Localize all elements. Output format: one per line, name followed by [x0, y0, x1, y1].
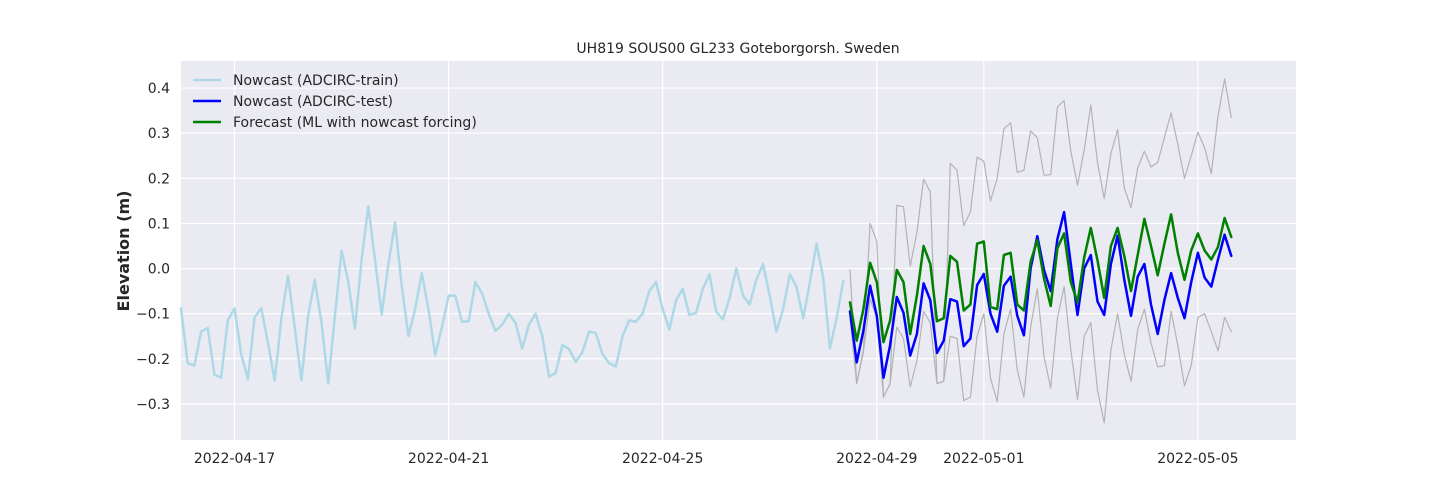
x-tick-label-0: 2022-04-17 [194, 451, 275, 467]
series-line-4 [848, 213, 1233, 344]
y-tick-label-3: 0.0 [148, 262, 170, 278]
y-axis: −0.3 −0.2 −0.1 0.0 0.1 0.2 0.3 0.4 [136, 81, 170, 413]
series-line-1 [849, 78, 1232, 398]
legend: Nowcast (ADCIRC-train) Nowcast (ADCIRC-te… [193, 73, 477, 131]
y-tick-label-2: −0.1 [136, 307, 170, 323]
series-line-0 [179, 205, 845, 385]
y-tick-label-7: 0.4 [148, 81, 170, 97]
y-axis-label: Elevation (m) [114, 191, 133, 312]
series-line-2 [849, 286, 1232, 424]
legend-entry-2: Forecast (ML with nowcast forcing) [233, 115, 477, 131]
x-tick-label-4: 2022-05-01 [943, 451, 1024, 467]
legend-entry-0: Nowcast (ADCIRC-train) [233, 73, 399, 89]
chart-title: UH819 SOUS00 GL233 Goteborgorsh. Sweden [576, 41, 899, 57]
y-tick-label-0: −0.3 [136, 397, 170, 413]
legend-entry-1: Nowcast (ADCIRC-test) [233, 94, 393, 110]
x-tick-label-1: 2022-04-21 [408, 451, 489, 467]
x-tick-label-5: 2022-05-05 [1157, 451, 1238, 467]
x-tick-label-2: 2022-04-25 [622, 451, 703, 467]
series-layer [179, 78, 1233, 424]
y-tick-label-6: 0.3 [148, 126, 170, 142]
x-tick-label-3: 2022-04-29 [836, 451, 917, 467]
y-tick-label-1: −0.2 [136, 352, 170, 368]
y-tick-label-5: 0.2 [148, 171, 170, 187]
x-axis: 2022-04-17 2022-04-21 2022-04-25 2022-04-29… [194, 451, 1239, 467]
y-tick-label-4: 0.1 [148, 216, 170, 232]
